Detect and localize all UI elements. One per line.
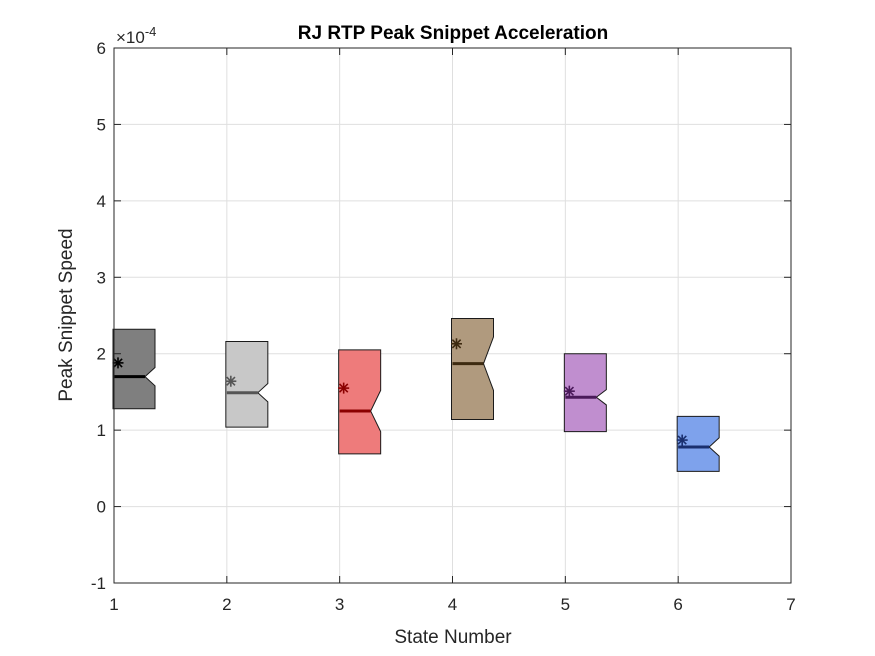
box-body [225, 340, 269, 428]
mean-marker [338, 382, 350, 394]
x-tick-label: 5 [561, 595, 570, 614]
y-tick-label: 4 [97, 192, 106, 211]
mean-marker [676, 434, 688, 446]
axes [113, 47, 792, 584]
y-tick-labels: -1 0 1 2 3 4 5 6 [91, 39, 106, 593]
x-tick-label: 2 [222, 595, 231, 614]
y-exponent-label: ×10-4 [116, 24, 156, 47]
y-tick-label: -1 [91, 574, 106, 593]
x-tick-label: 6 [673, 595, 682, 614]
box-state-2 [225, 340, 269, 428]
y-tick-label: 3 [97, 268, 106, 287]
box-state-6 [676, 415, 720, 472]
y-tick-label: 2 [97, 345, 106, 364]
mean-marker [225, 375, 237, 387]
y-tick-label: 5 [97, 115, 106, 134]
y-axis-label: Peak Snippet Speed [56, 228, 77, 401]
chart-title: RJ RTP Peak Snippet Acceleration [298, 23, 608, 44]
box-series [112, 318, 720, 472]
y-tick-label: 1 [97, 421, 106, 440]
y-tick-label: 6 [97, 39, 106, 58]
mean-marker [563, 385, 575, 397]
x-tick-label: 3 [335, 595, 344, 614]
x-tick-label: 7 [786, 595, 795, 614]
box-body [563, 353, 607, 433]
x-tick-labels: 1 2 3 4 5 6 7 [109, 595, 795, 614]
box-body [112, 328, 156, 410]
box-state-3 [338, 349, 382, 455]
x-axis-label: State Number [394, 627, 512, 648]
box-state-1 [112, 328, 156, 410]
box-state-5 [563, 353, 607, 433]
box-state-4 [451, 318, 494, 420]
x-tick-label: 1 [109, 595, 118, 614]
grid-lines [113, 47, 792, 584]
box-body [676, 415, 720, 472]
mean-marker [451, 338, 462, 350]
x-tick-label: 4 [448, 595, 457, 614]
y-tick-label: 0 [97, 498, 106, 517]
box-body [451, 318, 494, 420]
box-body [338, 349, 382, 455]
